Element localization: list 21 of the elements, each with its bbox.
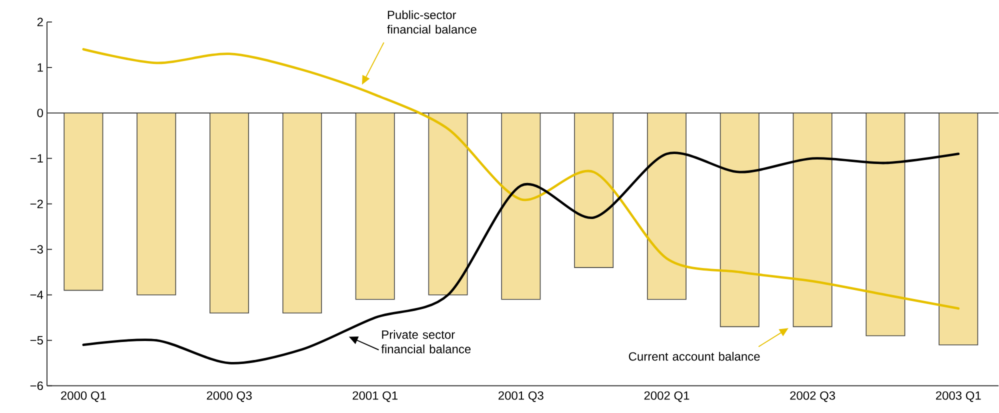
x-tick-label: 2000 Q1 (61, 391, 106, 402)
y-tick-label: −6 (30, 382, 43, 390)
x-tick-label: 2000 Q3 (206, 391, 252, 402)
x-tick-label: 2002 Q1 (644, 391, 690, 402)
y-tick-label: −3 (30, 245, 43, 254)
y-tick-label: −2 (30, 200, 43, 208)
text: Public-sector financial balance (387, 10, 476, 34)
y-tick-label: −1 (30, 154, 43, 163)
x-tick-label: 2001 Q3 (498, 391, 544, 402)
y-tick-label: 1 (38, 63, 43, 72)
y-tick-label: −4 (30, 290, 44, 300)
line-series (82, 152, 960, 364)
y-tick-label: 0 (37, 108, 43, 118)
x-tick-label: 2003 Q1 (936, 391, 981, 402)
x-tick-label: 2001 Q1 (352, 391, 398, 402)
x-tick-label: 2002 Q3 (790, 391, 836, 402)
text: Current account balance (628, 352, 760, 361)
y-tick-label: −5 (30, 336, 43, 345)
y-tick-label: 2 (37, 18, 43, 26)
line-series (82, 48, 960, 310)
legend-label: Private sector financial balance (381, 330, 471, 354)
